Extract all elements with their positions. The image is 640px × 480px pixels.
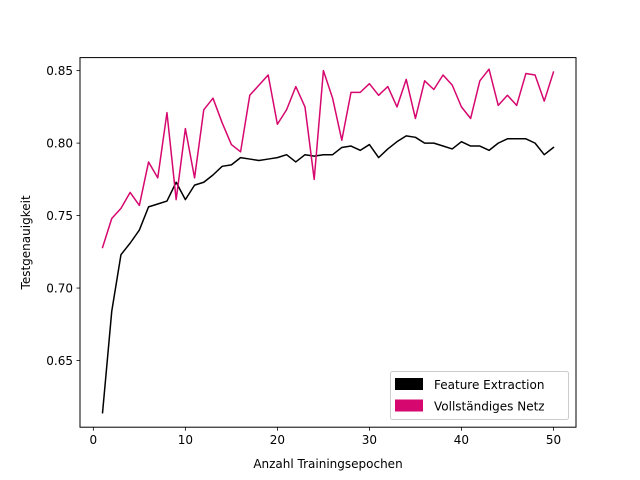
x-axis-label: Anzahl Trainingsepochen bbox=[253, 457, 402, 471]
y-tick-label: 0.75 bbox=[46, 209, 73, 223]
legend-box bbox=[390, 371, 569, 420]
x-tick-label: 30 bbox=[362, 433, 377, 447]
x-tick-label: 10 bbox=[178, 433, 193, 447]
y-tick-label: 0.85 bbox=[46, 64, 73, 78]
legend-label-2: Vollständiges Netz bbox=[434, 400, 545, 414]
legend-swatch-2 bbox=[395, 399, 423, 412]
y-tick-label: 0.80 bbox=[46, 136, 73, 150]
x-tick-label: 20 bbox=[270, 433, 285, 447]
plot-lines bbox=[101, 68, 555, 414]
plot-frame bbox=[79, 57, 577, 428]
legend-label-1: Feature Extraction bbox=[434, 378, 544, 392]
y-tick-label: 0.65 bbox=[46, 354, 73, 368]
y-axis-label: Testgenauigkeit bbox=[19, 195, 33, 290]
series-line-2 bbox=[101, 68, 555, 249]
y-axis: 0.65 0.70 0.75 0.80 0.85 bbox=[46, 64, 80, 368]
x-tick-label: 40 bbox=[454, 433, 469, 447]
x-axis: 0 10 20 30 40 50 bbox=[90, 427, 561, 447]
legend: Feature Extraction Vollständiges Netz bbox=[390, 371, 569, 420]
y-tick-label: 0.70 bbox=[46, 281, 73, 295]
x-tick-label: 50 bbox=[546, 433, 561, 447]
x-tick-label: 0 bbox=[90, 433, 98, 447]
legend-swatch-1 bbox=[395, 378, 423, 390]
